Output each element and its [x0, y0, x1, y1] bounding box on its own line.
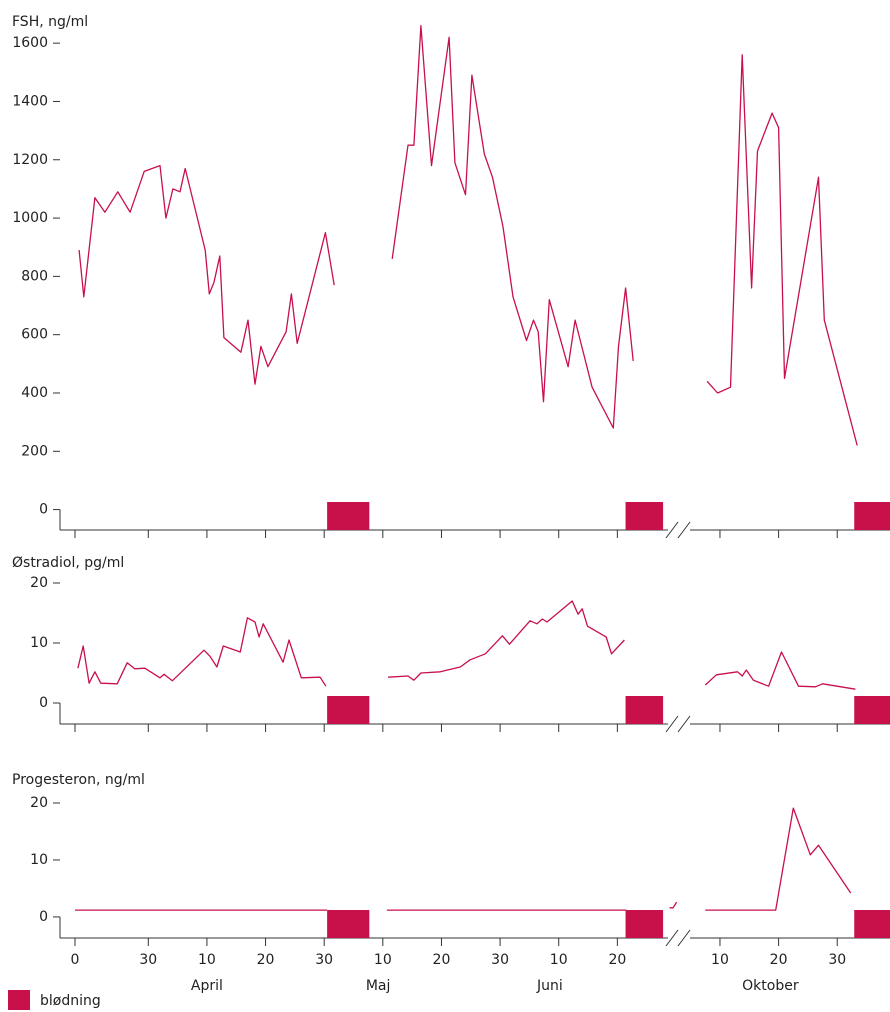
month-label: Maj — [366, 978, 391, 994]
x-tick-label: 30 — [828, 952, 846, 968]
data-line — [77, 600, 856, 690]
bleeding-period — [327, 910, 370, 938]
x-tick-label: 20 — [257, 952, 275, 968]
y-tick-label: 800 — [21, 268, 48, 284]
x-tick-label: 30 — [139, 952, 157, 968]
bleeding-period — [854, 910, 890, 938]
x-tick-label: 30 — [315, 952, 333, 968]
y-tick-label: 10 — [30, 852, 48, 868]
legend-label: blødning — [40, 993, 101, 1009]
legend-swatch — [8, 990, 30, 1010]
x-tick-label: 30 — [491, 952, 509, 968]
y-axis-title: FSH, ng/ml — [12, 14, 88, 30]
y-tick-label: 200 — [21, 443, 48, 459]
y-tick-label: 0 — [39, 502, 48, 518]
y-axis-title: Østradiol, pg/ml — [12, 555, 124, 571]
y-tick-label: 1600 — [12, 35, 48, 51]
bleeding-period — [327, 696, 370, 724]
month-label: April — [191, 978, 223, 994]
axis-break — [665, 929, 691, 947]
bleeding-period — [327, 502, 370, 530]
y-tick-label: 0 — [39, 909, 48, 925]
bleeding-period — [625, 910, 664, 938]
y-tick-label: 1000 — [12, 210, 48, 226]
month-label: Juni — [536, 978, 563, 994]
axis-break — [665, 715, 691, 733]
x-tick-label: 20 — [433, 952, 451, 968]
bleeding-period — [625, 502, 664, 530]
axis-break — [665, 521, 691, 539]
data-line — [78, 25, 858, 446]
x-tick-label: 0 — [71, 952, 80, 968]
bleeding-period — [854, 696, 890, 724]
y-tick-label: 1400 — [12, 93, 48, 109]
y-tick-label: 10 — [30, 635, 48, 651]
bleeding-period — [854, 502, 890, 530]
y-tick-label: 400 — [21, 385, 48, 401]
y-tick-label: 20 — [30, 795, 48, 811]
month-label: Oktober — [742, 978, 799, 994]
bleeding-period — [625, 696, 664, 724]
y-axis-title: Progesteron, ng/ml — [12, 772, 145, 788]
data-line — [75, 807, 852, 911]
x-tick-label: 10 — [374, 952, 392, 968]
y-tick-label: 20 — [30, 575, 48, 591]
y-tick-label: 0 — [39, 695, 48, 711]
y-tick-label: 600 — [21, 327, 48, 343]
x-tick-label: 10 — [550, 952, 568, 968]
x-tick-label: 20 — [608, 952, 626, 968]
y-tick-label: 1200 — [12, 152, 48, 168]
x-tick-label: 10 — [198, 952, 216, 968]
x-tick-label: 20 — [770, 952, 788, 968]
x-tick-label: 10 — [711, 952, 729, 968]
